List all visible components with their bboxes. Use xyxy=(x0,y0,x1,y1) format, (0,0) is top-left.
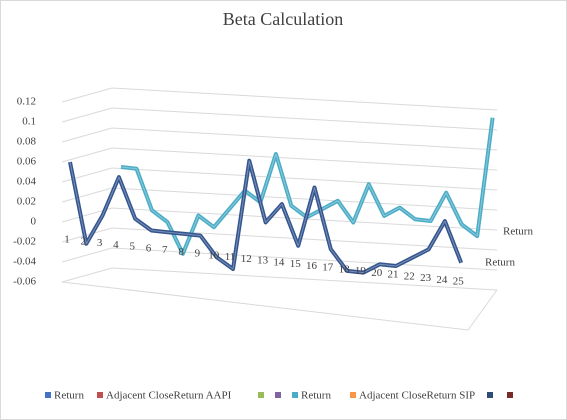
x-tick-label: 6 xyxy=(146,242,152,254)
x-tick-label: 12 xyxy=(241,253,252,265)
x-tick-label: 14 xyxy=(273,256,285,268)
x-tick-label: 2 xyxy=(81,235,87,247)
legend-swatch xyxy=(292,392,298,398)
floor-edge xyxy=(61,281,498,331)
y-tick-label: 0.06 xyxy=(17,156,37,168)
legend-label: Adjacent CloseReturn SIP xyxy=(359,390,475,402)
grid-line xyxy=(61,247,498,271)
depth-label: Return xyxy=(485,257,515,269)
legend-swatch xyxy=(487,392,493,398)
legend-swatch xyxy=(507,392,513,398)
y-tick-label: 0 xyxy=(31,216,37,228)
x-tick-label: 9 xyxy=(195,248,201,260)
x-tick-label: 1 xyxy=(64,234,70,246)
legend-swatch xyxy=(45,392,51,398)
x-tick-label: 16 xyxy=(306,260,318,272)
grid-line xyxy=(61,227,498,251)
y-tick-label: 0.1 xyxy=(22,116,36,128)
depth-label: Return xyxy=(503,226,533,238)
y-tick-label: 0.02 xyxy=(17,196,36,208)
x-tick-label: 8 xyxy=(178,246,184,258)
x-tick-label: 3 xyxy=(97,237,103,249)
x-tick-label: 17 xyxy=(322,262,334,274)
grid-line xyxy=(61,87,498,111)
grid-line xyxy=(61,127,498,151)
legend-label: Return xyxy=(54,390,84,402)
grid-line xyxy=(61,207,498,231)
legend-label: Return xyxy=(301,390,331,402)
x-tick-label: 21 xyxy=(388,269,399,281)
series-highlight xyxy=(69,160,462,274)
x-tick-label: 25 xyxy=(453,276,465,288)
x-tick-label: 20 xyxy=(371,267,383,279)
x-tick-label: 4 xyxy=(113,239,119,251)
y-tick-label: -0.06 xyxy=(13,276,36,288)
grid-line xyxy=(61,147,498,171)
grid-line xyxy=(61,107,498,131)
chart-title: Beta Calculation xyxy=(223,9,343,29)
x-tick-label: 22 xyxy=(404,270,415,282)
legend-swatch xyxy=(350,392,356,398)
y-tick-label: 0.04 xyxy=(17,176,37,188)
legend-swatch xyxy=(97,392,103,398)
x-tick-label: 10 xyxy=(208,249,220,261)
y-tick-label: 0.08 xyxy=(17,136,37,148)
x-tick-label: 19 xyxy=(355,265,367,277)
x-tick-label: 23 xyxy=(420,272,432,284)
x-tick-label: 11 xyxy=(225,251,236,263)
legend-label: Adjacent CloseReturn AAPI xyxy=(106,390,232,402)
grid-line xyxy=(61,267,498,291)
y-tick-label: -0.04 xyxy=(13,256,36,268)
legend-swatch xyxy=(258,392,264,398)
x-tick-label: 5 xyxy=(129,241,135,253)
y-tick-label: -0.02 xyxy=(13,236,36,248)
x-tick-label: 7 xyxy=(162,244,168,256)
series-line xyxy=(68,158,464,275)
x-tick-label: 24 xyxy=(436,274,448,286)
x-tick-label: 18 xyxy=(339,263,351,275)
y-tick-label: 0.12 xyxy=(17,96,36,108)
legend-swatch xyxy=(275,392,281,398)
x-tick-label: 15 xyxy=(290,258,302,270)
x-tick-label: 13 xyxy=(257,255,269,267)
